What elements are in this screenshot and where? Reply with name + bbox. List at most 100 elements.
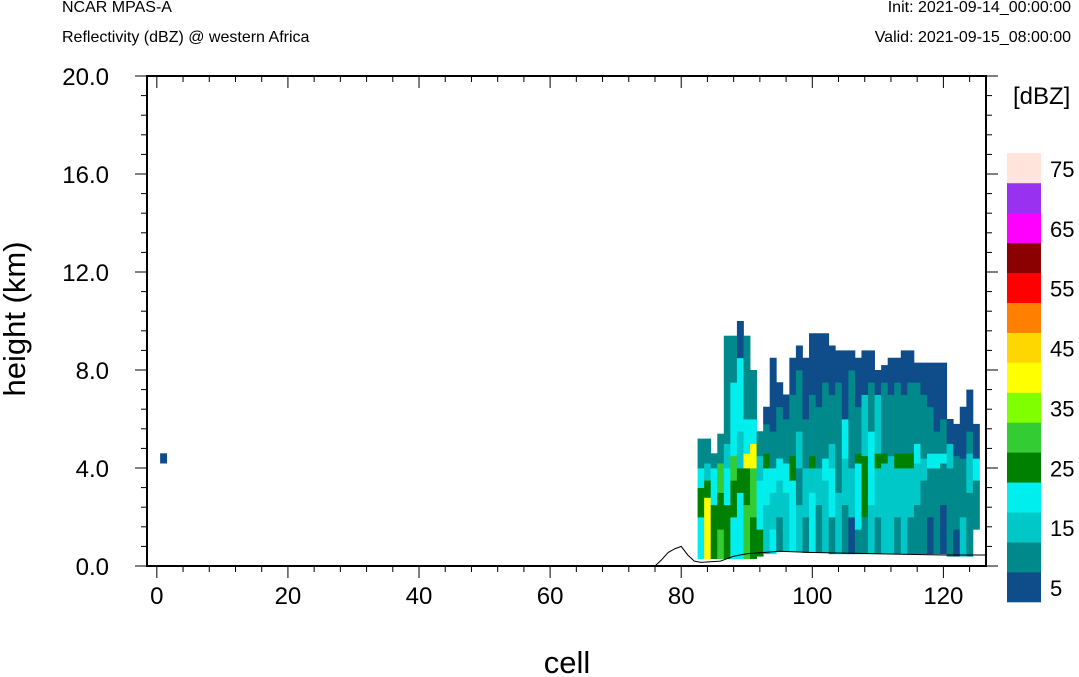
reflectivity-cell <box>848 443 856 469</box>
reflectivity-cell <box>907 468 915 518</box>
valid-time: Valid: 2021-09-15_08:00:00 <box>874 29 1071 46</box>
reflectivity-cell <box>874 394 882 454</box>
reflectivity-cell <box>828 345 836 395</box>
axis-ticks <box>135 75 998 578</box>
reflectivity-cell <box>887 455 895 493</box>
reflectivity-cell <box>750 468 757 518</box>
reflectivity-cell <box>953 455 961 530</box>
reflectivity-cell <box>750 370 757 420</box>
reflectivity-cell <box>723 335 731 444</box>
colorbar-swatch <box>1007 332 1041 363</box>
reflectivity-cell <box>822 480 830 553</box>
reflectivity-cell <box>736 431 744 469</box>
colorbar-swatch <box>1007 482 1041 513</box>
reflectivity-cell <box>920 458 928 481</box>
x-tick-label: 20 <box>275 583 302 610</box>
reflectivity-cell <box>704 497 712 560</box>
reflectivity-cell <box>940 362 948 420</box>
reflectivity-cell <box>907 350 915 383</box>
reflectivity-cell <box>776 517 784 552</box>
reflectivity-cell <box>776 382 784 408</box>
reflectivity-cell <box>861 517 869 555</box>
reflectivity-cell <box>907 453 915 469</box>
reflectivity-cell <box>874 517 882 555</box>
x-tick-label: 120 <box>923 583 963 610</box>
reflectivity-cell <box>927 406 934 454</box>
reflectivity-cell <box>730 382 738 457</box>
reflectivity-cell <box>959 406 967 459</box>
colorbar-swatch <box>1007 212 1041 244</box>
reflectivity-cell <box>881 365 889 383</box>
reflectivity-cell <box>697 487 705 518</box>
reflectivity-cell <box>776 480 784 518</box>
reflectivity-cell <box>809 455 816 469</box>
reflectivity-cell <box>881 453 889 464</box>
reflectivity-cell <box>815 504 823 553</box>
reflectivity-cell <box>795 504 803 552</box>
reflectivity-cell <box>848 370 856 444</box>
reflectivity-cell <box>841 504 849 555</box>
colorbar-label: 15 <box>1050 516 1074 541</box>
reflectivity-cell <box>894 517 902 555</box>
reflectivity-cell <box>822 333 830 383</box>
reflectivity-cell <box>966 453 974 493</box>
reflectivity-cell <box>736 321 744 359</box>
colorbar-swatch <box>1007 362 1041 393</box>
reflectivity-cell <box>815 406 823 469</box>
reflectivity-cell <box>782 492 790 552</box>
reflectivity-cell <box>913 443 921 464</box>
reflectivity-cell <box>730 517 738 560</box>
reflectivity-cell <box>907 517 915 555</box>
reflectivity-cell <box>782 394 790 420</box>
reflectivity-field <box>160 321 980 560</box>
reflectivity-cell <box>795 468 803 506</box>
reflectivity-cell <box>868 504 875 555</box>
reflectivity-cell <box>927 453 934 469</box>
y-tick-label: 12.0 <box>62 260 109 287</box>
reflectivity-cell <box>907 382 915 454</box>
reflectivity-cell <box>776 458 784 481</box>
reflectivity-cell <box>854 406 862 454</box>
x-tick-label: 60 <box>537 583 564 610</box>
reflectivity-cell <box>717 492 725 530</box>
reflectivity-cell <box>966 492 974 557</box>
model-name: NCAR MPAS-A <box>62 0 172 16</box>
reflectivity-cell <box>723 504 731 560</box>
reflectivity-cell <box>763 423 771 454</box>
reflectivity-cell <box>913 362 921 383</box>
reflectivity-cell <box>900 504 908 555</box>
reflectivity-cell <box>868 350 875 383</box>
x-tick-label: 40 <box>406 583 433 610</box>
colorbar-unit: [dBZ] <box>1013 83 1070 110</box>
reflectivity-cell <box>822 382 830 459</box>
reflectivity-cell <box>802 517 810 553</box>
reflectivity-cell <box>828 443 836 469</box>
reflectivity-cell <box>756 455 764 481</box>
reflectivity-cell <box>946 468 954 557</box>
reflectivity-cell <box>881 463 889 506</box>
field-title: Reflectivity (dBZ) @ western Africa <box>62 29 310 46</box>
reflectivity-cell <box>789 394 797 457</box>
colorbar-label: 75 <box>1050 157 1074 182</box>
reflectivity-cell <box>809 492 816 553</box>
reflectivity-cell <box>763 406 771 425</box>
reflectivity-cell <box>704 463 712 481</box>
y-tick-label: 16.0 <box>62 162 109 189</box>
reflectivity-cell <box>795 431 803 469</box>
colorbar-swatch <box>1007 512 1041 543</box>
reflectivity-cell <box>802 419 810 469</box>
reflectivity-cell <box>868 382 875 432</box>
reflectivity-cell <box>723 443 731 469</box>
reflectivity-cell <box>756 529 764 557</box>
reflectivity-cell <box>933 431 941 454</box>
reflectivity-cell <box>743 453 751 469</box>
reflectivity-cell <box>894 357 902 383</box>
reflectivity-cell <box>953 423 961 457</box>
reflectivity-cell <box>920 362 928 395</box>
reflectivity-cell <box>874 453 882 469</box>
colorbar-swatch <box>1007 452 1041 483</box>
y-tick-label: 4.0 <box>76 456 109 483</box>
colorbar-label: 5 <box>1050 576 1062 601</box>
reflectivity-cell <box>927 468 934 518</box>
